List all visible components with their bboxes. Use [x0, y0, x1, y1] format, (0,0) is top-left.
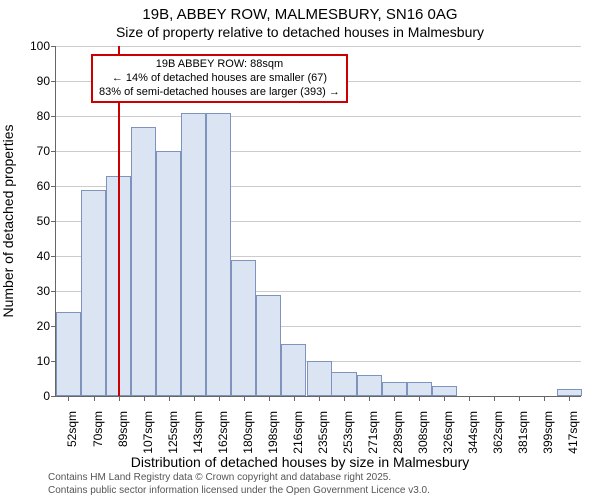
histogram-bar [357, 375, 382, 396]
chart-title-line2: Size of property relative to detached ho… [0, 24, 600, 40]
y-tick-label: 90 [37, 74, 50, 88]
x-tick-mark [294, 396, 295, 401]
y-tick-label: 80 [37, 109, 50, 123]
y-tick-mark [51, 326, 56, 327]
x-tick-mark [519, 396, 520, 401]
y-tick-mark [51, 186, 56, 187]
annotation-line: ← 14% of detached houses are smaller (67… [99, 72, 340, 86]
x-tick-mark [219, 396, 220, 401]
histogram-bar [382, 382, 407, 396]
x-tick-mark [569, 396, 570, 401]
x-tick-mark [119, 396, 120, 401]
y-tick-label: 0 [43, 389, 50, 403]
x-tick-mark [544, 396, 545, 401]
y-tick-label: 50 [37, 214, 50, 228]
footer-line2: Contains public sector information licen… [48, 485, 600, 498]
chart-title-line1: 19B, ABBEY ROW, MALMESBURY, SN16 0AG [0, 6, 600, 23]
histogram-bar [56, 312, 81, 396]
y-tick-mark [51, 256, 56, 257]
y-tick-mark [51, 151, 56, 152]
histogram-bar [206, 113, 231, 397]
y-tick-label: 40 [37, 249, 50, 263]
y-tick-label: 60 [37, 179, 50, 193]
histogram-bar [231, 260, 256, 397]
y-tick-mark [51, 221, 56, 222]
plot-area: 19B ABBEY ROW: 88sqm← 14% of detached ho… [55, 46, 581, 397]
x-tick-mark [469, 396, 470, 401]
histogram-bar [256, 295, 281, 397]
y-axis-label: Number of detached properties [0, 125, 16, 318]
property-size-chart: 19B, ABBEY ROW, MALMESBURY, SN16 0AG Siz… [0, 0, 600, 500]
x-tick-mark [494, 396, 495, 401]
x-tick-mark [244, 396, 245, 401]
x-tick-mark [319, 396, 320, 401]
x-tick-mark [419, 396, 420, 401]
x-tick-mark [169, 396, 170, 401]
histogram-bar [432, 386, 457, 397]
y-tick-mark [51, 291, 56, 292]
x-tick-mark [394, 396, 395, 401]
x-tick-mark [68, 396, 69, 401]
histogram-bar [281, 344, 306, 397]
x-axis-label: Distribution of detached houses by size … [0, 454, 600, 470]
y-tick-mark [51, 116, 56, 117]
y-tick-label: 30 [37, 284, 50, 298]
annotation-line: 19B ABBEY ROW: 88sqm [99, 58, 340, 72]
histogram-bar [81, 190, 106, 397]
x-tick-mark [269, 396, 270, 401]
x-tick-mark [344, 396, 345, 401]
y-tick-label: 10 [37, 354, 50, 368]
x-tick-mark [144, 396, 145, 401]
histogram-bar [156, 151, 181, 396]
y-tick-label: 100 [30, 39, 50, 53]
y-tick-label: 70 [37, 144, 50, 158]
histogram-bar [407, 382, 432, 396]
y-tick-mark [51, 396, 56, 397]
annotation-box: 19B ABBEY ROW: 88sqm← 14% of detached ho… [91, 54, 348, 103]
x-tick-mark [194, 396, 195, 401]
y-tick-mark [51, 46, 56, 47]
y-tick-mark [51, 361, 56, 362]
attribution-footer: Contains HM Land Registry data © Crown c… [0, 472, 600, 497]
x-tick-mark [369, 396, 370, 401]
histogram-bar [331, 372, 356, 397]
y-tick-label: 20 [37, 319, 50, 333]
footer-line1: Contains HM Land Registry data © Crown c… [48, 472, 600, 485]
histogram-bar [131, 127, 156, 397]
y-tick-mark [51, 81, 56, 82]
histogram-bar [307, 361, 332, 396]
x-tick-mark [444, 396, 445, 401]
x-tick-mark [94, 396, 95, 401]
annotation-line: 83% of semi-detached houses are larger (… [99, 86, 340, 100]
histogram-bar [181, 113, 206, 397]
histogram-bar [557, 389, 582, 396]
